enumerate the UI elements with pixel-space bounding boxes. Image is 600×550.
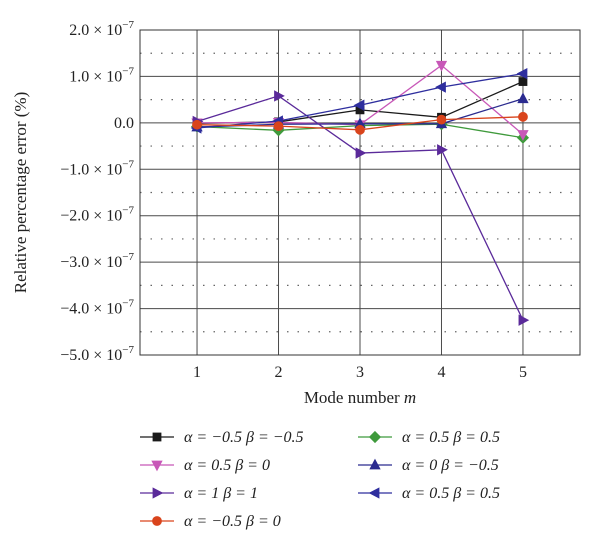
legend-item: α = 0.5 β = 0.5	[358, 485, 500, 502]
y-axis-label: Relative percentage error (%)	[11, 92, 30, 294]
y-axis-ticks: 2.0 × 10−71.0 × 10−70.0−1.0 × 10−7−2.0 ×…	[60, 19, 134, 364]
y-tick-label: −1.0 × 10−7	[60, 158, 134, 178]
data-point	[518, 314, 530, 326]
legend-label: α = 0.5 β = 0	[184, 457, 270, 474]
x-axis-ticks: 1 2 3 4 5	[193, 364, 527, 381]
data-point	[353, 99, 365, 111]
legend-marker	[151, 460, 163, 472]
legend-marker	[368, 487, 380, 499]
y-tick-base: × 10	[89, 301, 122, 318]
y-tick-mantissa: 2.0	[69, 22, 89, 39]
legend: α = −0.5 β = −0.5 α = 0.5 β = 0.5 α = 0.5 …	[140, 429, 500, 530]
y-tick-mantissa: 1.0	[69, 68, 89, 85]
y-tick-label: 1.0 × 10−7	[69, 65, 134, 85]
data-point	[355, 124, 365, 135]
y-tick-exponent: −7	[122, 19, 134, 31]
legend-label: α = 0 β = −0.5	[402, 457, 499, 474]
x-tick-label: 3	[356, 364, 364, 381]
y-tick-exponent: −7	[122, 251, 134, 263]
y-tick-base: × 10	[89, 161, 122, 178]
legend-marker	[152, 516, 162, 526]
x-tick-label: 5	[519, 364, 527, 381]
legend-item: α = −0.5 β = −0.5	[140, 429, 304, 446]
legend-label: α = 0.5 β = 0.5	[402, 485, 500, 502]
data-point	[436, 114, 447, 125]
x-axis-label-text: Mode number	[304, 388, 404, 407]
y-tick-label: −4.0 × 10−7	[60, 298, 134, 318]
x-tick-label: 4	[437, 364, 445, 381]
plot-frame	[139, 29, 581, 356]
data-point	[274, 90, 285, 102]
data-point	[435, 60, 448, 72]
legend-marker	[368, 430, 382, 444]
legend-marker	[152, 432, 162, 442]
y-tick-mantissa: −5.0	[60, 347, 89, 364]
data-point	[517, 130, 529, 141]
y-tick-label: 0.0	[114, 115, 134, 132]
data-point	[518, 77, 528, 86]
x-axis-label-symbol: m	[404, 388, 416, 407]
legend-marker	[369, 458, 381, 470]
data-point	[518, 111, 528, 122]
y-tick-label: −3.0 × 10−7	[60, 251, 134, 271]
y-tick-base: × 10	[89, 347, 122, 364]
y-tick-exponent: −7	[122, 298, 134, 310]
y-tick-exponent: −7	[122, 344, 134, 356]
y-tick-mantissa: 0.0	[114, 115, 134, 132]
y-tick-mantissa: −3.0	[60, 254, 89, 271]
data-point	[192, 119, 202, 130]
y-tick-base: × 10	[89, 254, 122, 271]
y-tick-mantissa: −1.0	[60, 161, 89, 178]
series-7	[192, 111, 528, 135]
y-tick-label: −2.0 × 10−7	[60, 205, 134, 225]
y-tick-exponent: −7	[122, 158, 134, 170]
data-point	[517, 92, 529, 104]
grid	[140, 29, 580, 356]
data-point	[516, 67, 528, 80]
legend-label: α = 0.5 β = 0.5	[402, 429, 500, 446]
data-point	[437, 144, 448, 156]
y-tick-exponent: −7	[122, 205, 134, 217]
series-layer	[190, 60, 530, 326]
legend-marker	[152, 487, 164, 499]
y-tick-base: × 10	[89, 22, 122, 39]
legend-item: α = 1 β = 1	[140, 485, 258, 502]
x-tick-label: 2	[275, 364, 283, 381]
y-tick-mantissa: −2.0	[60, 208, 89, 225]
legend-label: α = −0.5 β = 0	[184, 513, 281, 530]
legend-item: α = −0.5 β = 0	[140, 513, 281, 530]
y-tick-label: 2.0 × 10−7	[69, 19, 134, 39]
y-tick-exponent: −7	[122, 65, 134, 77]
y-tick-mantissa: −4.0	[60, 301, 89, 318]
data-point	[355, 147, 367, 159]
y-tick-base: × 10	[89, 208, 122, 225]
data-point	[273, 121, 284, 132]
y-tick-label: −5.0 × 10−7	[60, 344, 134, 364]
legend-label: α = 1 β = 1	[184, 485, 258, 502]
legend-item: α = 0.5 β = 0	[140, 457, 270, 474]
x-tick-label: 1	[193, 364, 201, 381]
data-point	[435, 81, 446, 93]
legend-label: α = −0.5 β = −0.5	[184, 429, 304, 446]
legend-item: α = 0.5 β = 0.5	[358, 429, 500, 446]
legend-item: α = 0 β = −0.5	[358, 457, 499, 474]
x-axis-label: Mode number m	[304, 388, 416, 407]
y-tick-base: × 10	[89, 68, 122, 85]
